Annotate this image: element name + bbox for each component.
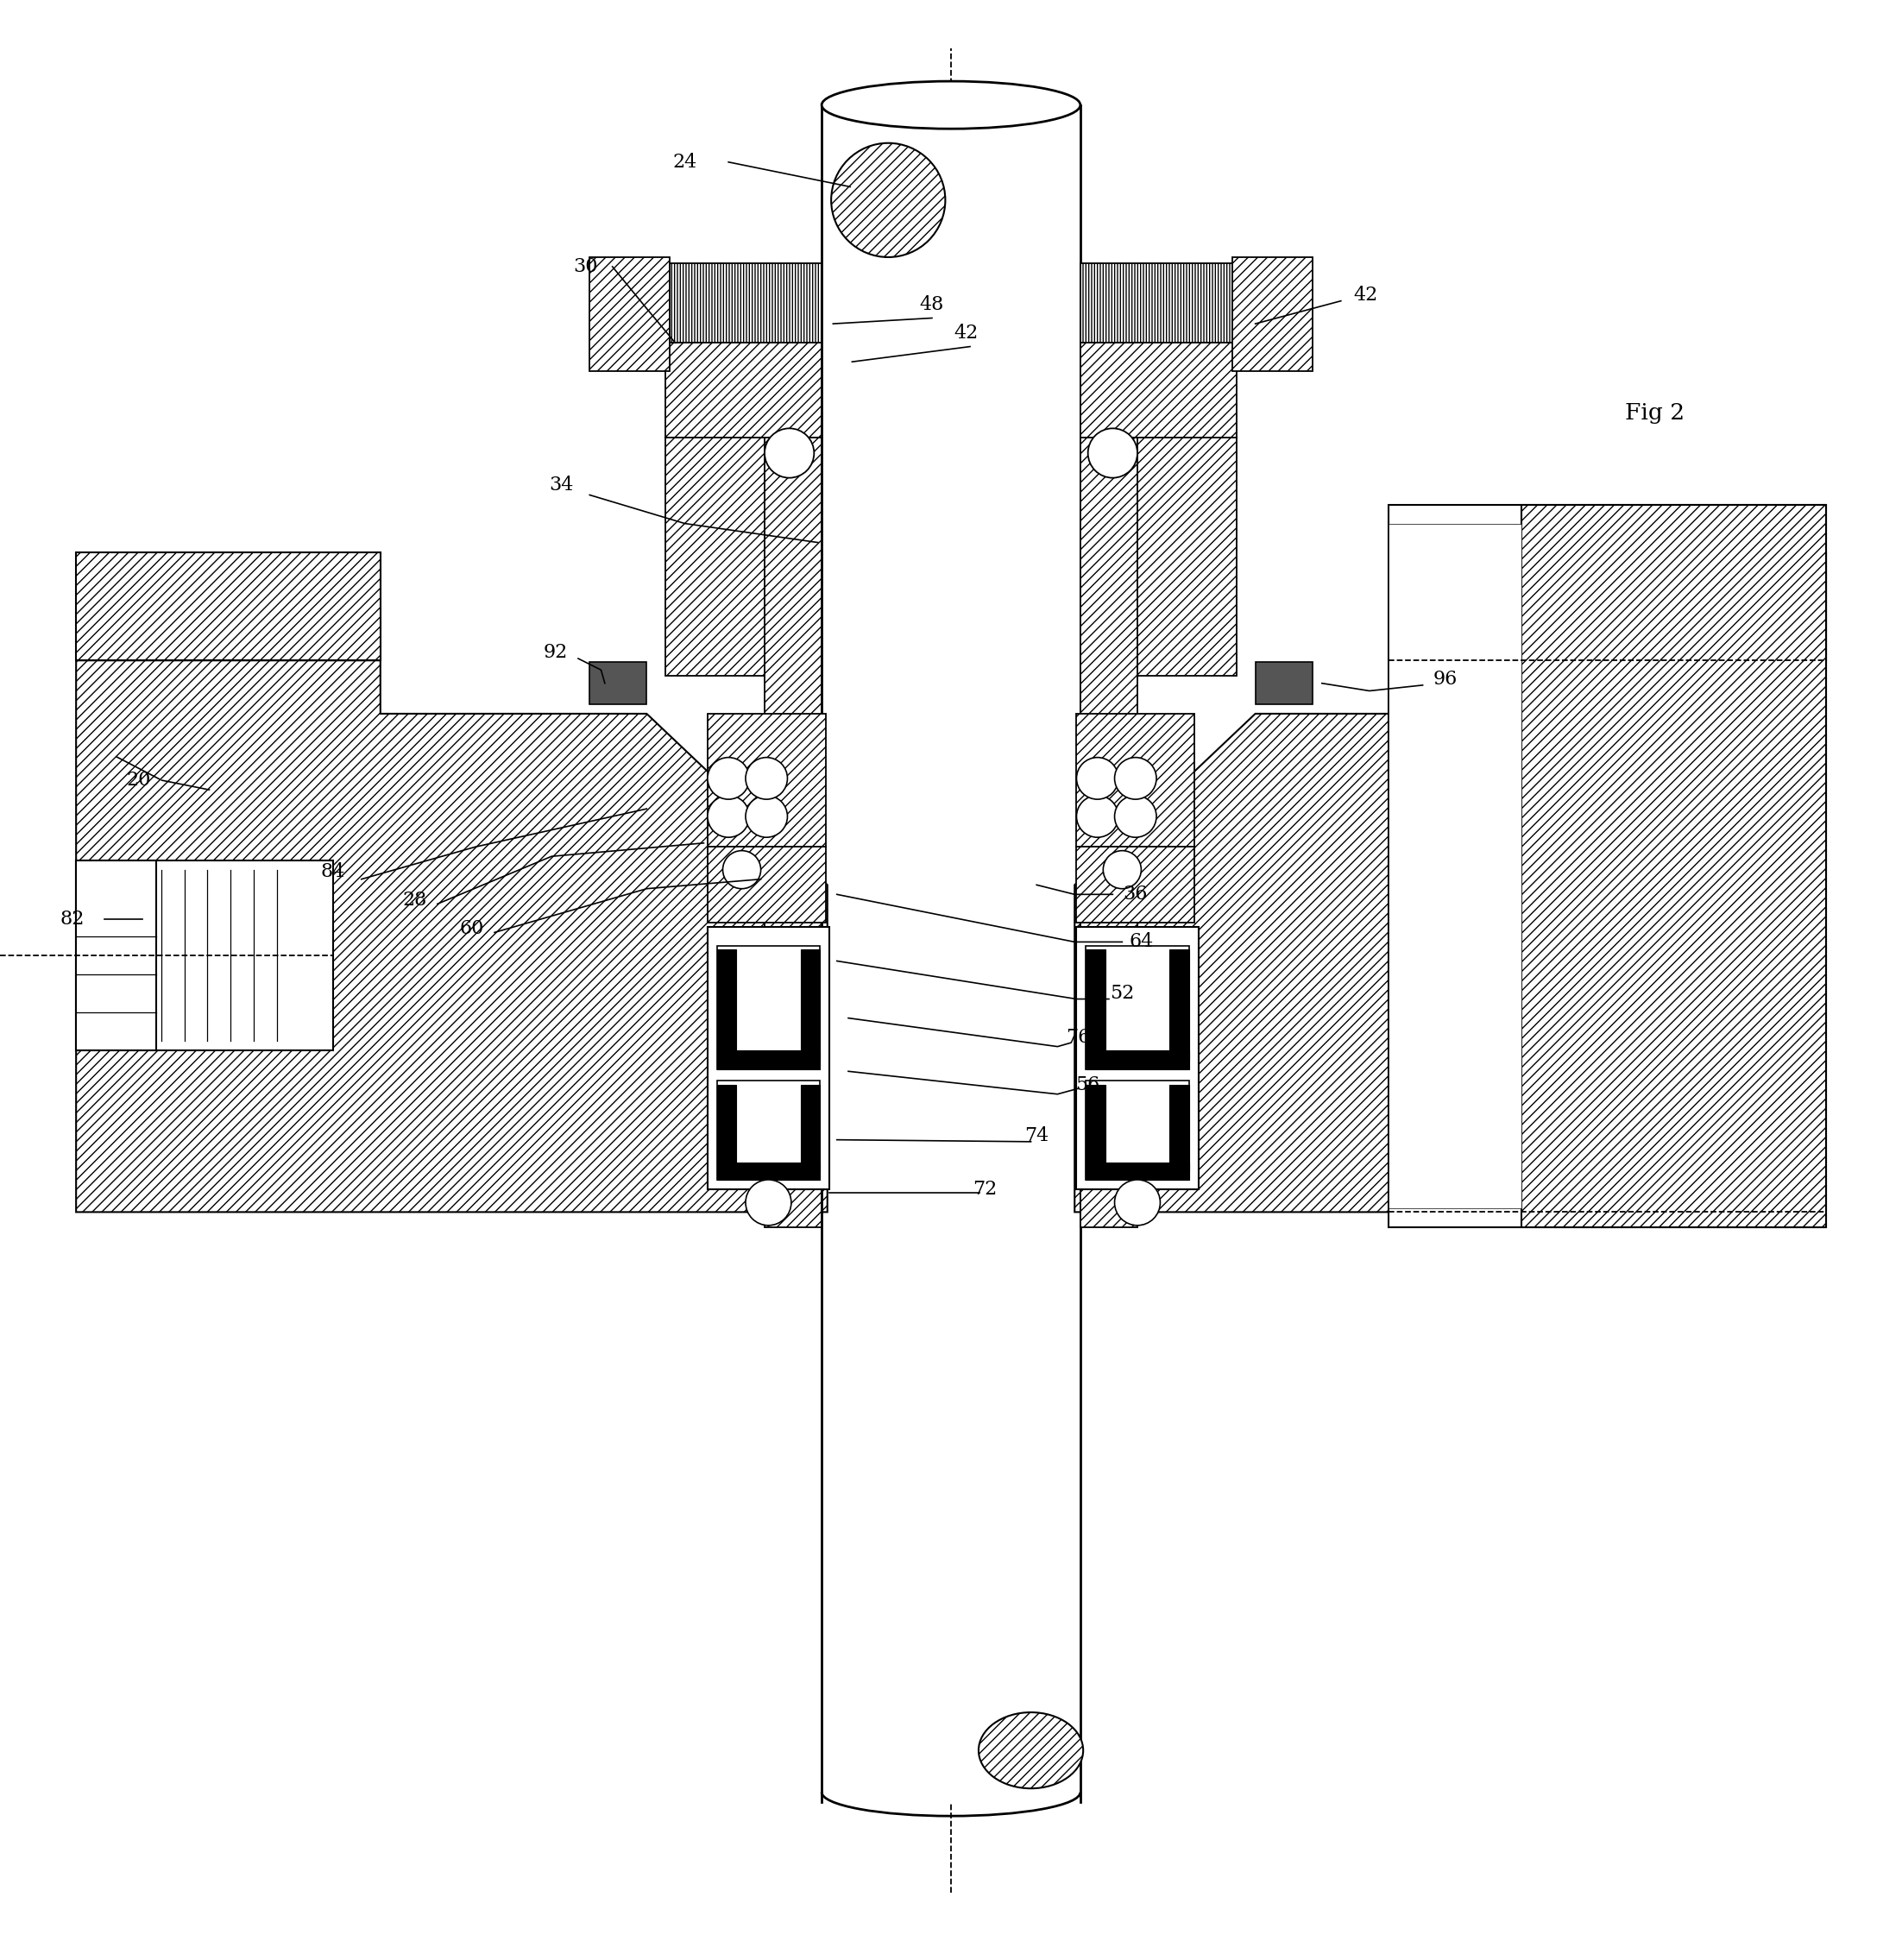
Ellipse shape [822, 80, 1080, 129]
Circle shape [765, 429, 814, 478]
Bar [76, 860, 333, 1051]
Circle shape [746, 1180, 791, 1225]
Circle shape [1077, 796, 1118, 837]
Bar [708, 927, 829, 1190]
Bar [717, 1162, 820, 1180]
Bar [1086, 949, 1105, 1060]
Bar [1077, 847, 1194, 923]
Bar [1077, 927, 1198, 1190]
Bar [1388, 504, 1826, 1227]
Bar [822, 106, 1080, 1801]
Bar [801, 949, 820, 1060]
Bar [717, 1084, 736, 1170]
Bar [1522, 504, 1826, 1227]
Text: 42: 42 [955, 323, 978, 343]
Circle shape [708, 757, 749, 800]
Bar [765, 437, 822, 1227]
Bar [1080, 263, 1232, 343]
Bar [1522, 553, 1826, 661]
Text: 42: 42 [1354, 286, 1377, 304]
Ellipse shape [831, 143, 945, 257]
Bar [1086, 1162, 1189, 1180]
Text: 92: 92 [544, 643, 567, 662]
Text: 82: 82 [61, 909, 84, 929]
Bar [717, 949, 736, 1060]
Polygon shape [1075, 661, 1826, 1211]
Bar [1086, 1084, 1105, 1170]
Bar [1170, 949, 1189, 1060]
Bar [590, 257, 670, 370]
Bar [717, 947, 820, 1070]
Bar [590, 662, 647, 704]
Bar [666, 437, 822, 676]
Bar [708, 847, 825, 923]
Text: 84: 84 [321, 862, 344, 882]
Bar [1077, 713, 1194, 847]
Text: 52: 52 [1111, 984, 1134, 1004]
Bar [1086, 947, 1189, 1070]
Text: 76: 76 [1067, 1027, 1090, 1047]
Polygon shape [76, 661, 827, 1211]
Bar [1080, 343, 1236, 437]
Bar [76, 860, 156, 1051]
Text: 36: 36 [1124, 884, 1147, 904]
Circle shape [1088, 429, 1137, 478]
Bar [1080, 437, 1236, 676]
Bar [1232, 257, 1312, 370]
Text: 72: 72 [974, 1180, 997, 1200]
Circle shape [746, 757, 787, 800]
Bar [670, 263, 822, 343]
Circle shape [1115, 1180, 1160, 1225]
Text: 30: 30 [574, 257, 597, 276]
Circle shape [746, 796, 787, 837]
Text: 74: 74 [1025, 1127, 1048, 1145]
Circle shape [723, 851, 761, 888]
Text: 48: 48 [921, 296, 943, 314]
Text: 56: 56 [1077, 1076, 1099, 1094]
Circle shape [1077, 757, 1118, 800]
Text: 20: 20 [127, 770, 150, 790]
Text: 60: 60 [460, 919, 483, 939]
Circle shape [1115, 757, 1156, 800]
Bar [1388, 523, 1522, 1207]
Circle shape [708, 796, 749, 837]
Bar [717, 1080, 820, 1180]
Circle shape [1103, 851, 1141, 888]
Bar [1086, 1080, 1189, 1180]
Text: 28: 28 [403, 890, 426, 909]
Circle shape [1115, 796, 1156, 837]
Text: Fig 2: Fig 2 [1624, 402, 1685, 423]
Bar [801, 1084, 820, 1170]
Text: 96: 96 [1434, 670, 1457, 690]
Bar [717, 1051, 820, 1070]
Bar [1080, 437, 1137, 1227]
Ellipse shape [980, 1713, 1082, 1788]
Bar [666, 343, 822, 437]
Bar [1170, 1084, 1189, 1170]
Bar [708, 713, 825, 847]
Bar [1255, 662, 1312, 704]
Text: 24: 24 [673, 153, 696, 172]
Bar [76, 553, 380, 661]
Text: 64: 64 [1130, 933, 1153, 951]
Text: 34: 34 [550, 476, 573, 496]
Bar [1086, 1051, 1189, 1070]
